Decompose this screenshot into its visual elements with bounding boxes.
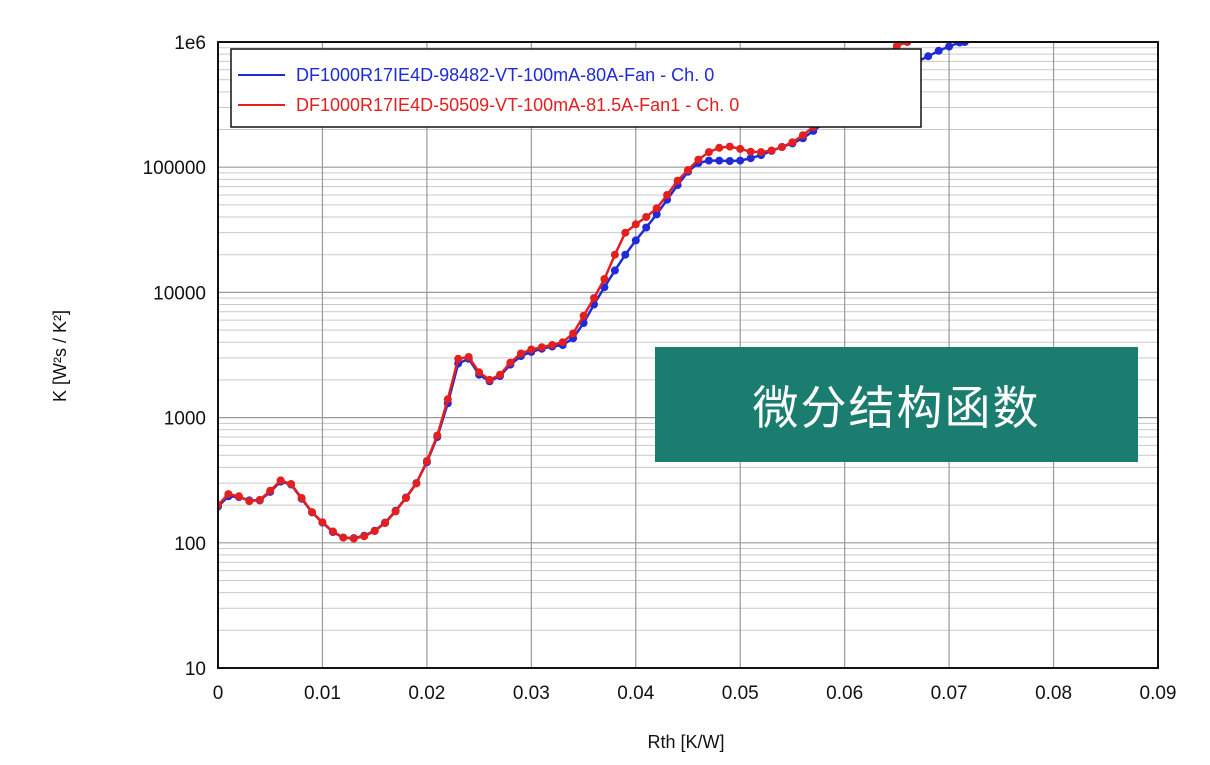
data-point xyxy=(579,311,588,320)
data-point xyxy=(934,46,943,55)
data-point xyxy=(642,223,651,232)
data-point xyxy=(266,486,275,495)
plot-frame xyxy=(217,41,1159,669)
data-point xyxy=(569,329,578,338)
data-point xyxy=(757,148,766,157)
data-point xyxy=(892,42,901,50)
data-point xyxy=(704,148,713,157)
data-point xyxy=(297,494,306,502)
x-tick-label: 0.09 xyxy=(1140,683,1177,704)
data-point xyxy=(725,157,734,165)
data-point xyxy=(516,349,525,358)
data-point xyxy=(485,375,494,384)
data-point xyxy=(527,345,536,354)
legend-label-series-1: DF1000R17IE4D-98482-VT-100mA-80A-Fan - C… xyxy=(296,65,714,85)
data-point xyxy=(224,490,233,499)
data-point xyxy=(496,370,504,379)
data-point xyxy=(276,476,285,485)
data-point xyxy=(391,507,400,516)
data-point xyxy=(422,457,431,465)
x-tick-label: 0.01 xyxy=(304,683,341,704)
data-point xyxy=(715,156,724,165)
x-tick-label: 0.02 xyxy=(408,683,445,704)
data-point xyxy=(736,156,745,165)
data-point xyxy=(663,191,672,199)
y-tick-label: 10000 xyxy=(153,283,206,304)
data-point xyxy=(548,341,557,349)
data-point xyxy=(736,144,745,153)
data-point xyxy=(746,154,755,163)
y-axis-ticks: 10 100 1000 10000 100000 1e6 xyxy=(143,33,206,680)
data-point xyxy=(767,146,776,155)
data-point xyxy=(234,492,243,501)
data-point xyxy=(590,294,598,303)
data-point xyxy=(255,495,264,504)
data-point xyxy=(746,147,755,156)
x-tick-label: 0.07 xyxy=(931,683,968,704)
data-point xyxy=(621,228,630,237)
x-tick-label: 0.03 xyxy=(513,683,550,704)
data-point xyxy=(673,176,682,185)
data-point xyxy=(725,142,734,151)
y-axis-title: K [W²s / K²] xyxy=(50,310,70,402)
x-tick-label: 0.04 xyxy=(617,683,654,704)
data-point xyxy=(684,166,692,174)
data-point xyxy=(788,138,797,147)
data-point xyxy=(778,143,786,151)
data-point xyxy=(704,156,713,165)
y-tick-label: 1e6 xyxy=(174,33,206,54)
data-point xyxy=(621,250,630,259)
x-tick-label: 0.08 xyxy=(1035,683,1072,704)
data-point xyxy=(339,533,348,542)
x-tick-label: 0.05 xyxy=(722,683,759,704)
data-point xyxy=(412,479,421,488)
data-point xyxy=(475,368,484,377)
data-point xyxy=(464,353,473,361)
data-point xyxy=(924,52,933,61)
x-axis-ticks: 0 0.01 0.02 0.03 0.04 0.05 0.06 0.07 0.08 0.09 xyxy=(213,683,1177,704)
legend-box xyxy=(230,48,922,128)
data-point xyxy=(631,236,640,245)
data-point xyxy=(694,155,703,164)
data-point xyxy=(433,431,442,440)
y-tick-label: 100 xyxy=(174,534,206,555)
x-tick-label: 0 xyxy=(213,683,224,704)
x-tick-label: 0.06 xyxy=(826,683,863,704)
data-point xyxy=(715,143,724,152)
data-point xyxy=(360,532,369,541)
data-point xyxy=(798,131,807,140)
data-point xyxy=(652,204,661,213)
data-point xyxy=(454,354,463,363)
data-point xyxy=(349,534,358,543)
data-point xyxy=(652,210,661,219)
chart-caption-banner: 微分结构函数 xyxy=(655,347,1138,462)
data-point xyxy=(245,497,254,506)
data-point xyxy=(328,527,337,536)
data-point xyxy=(600,275,609,283)
y-tick-label: 10 xyxy=(185,659,206,680)
data-point xyxy=(945,42,954,51)
data-point xyxy=(506,358,515,367)
data-point xyxy=(402,494,410,502)
y-tick-label: 100000 xyxy=(143,158,206,179)
data-point xyxy=(318,518,327,527)
y-tick-label: 1000 xyxy=(164,409,206,430)
data-point xyxy=(610,250,619,259)
data-point xyxy=(610,266,619,275)
data-point xyxy=(287,480,296,488)
data-point xyxy=(443,395,452,404)
data-point xyxy=(631,220,640,229)
data-point xyxy=(308,508,316,517)
legend: DF1000R17IE4D-98482-VT-100mA-80A-Fan - C… xyxy=(230,48,922,128)
data-point xyxy=(537,343,546,352)
data-point xyxy=(370,527,379,536)
legend-label-series-2: DF1000R17IE4D-50509-VT-100mA-81.5A-Fan1 … xyxy=(296,95,739,115)
data-point xyxy=(642,213,651,221)
data-point xyxy=(381,519,390,527)
data-point xyxy=(558,338,567,347)
x-axis-title: Rth [K/W] xyxy=(647,732,724,752)
